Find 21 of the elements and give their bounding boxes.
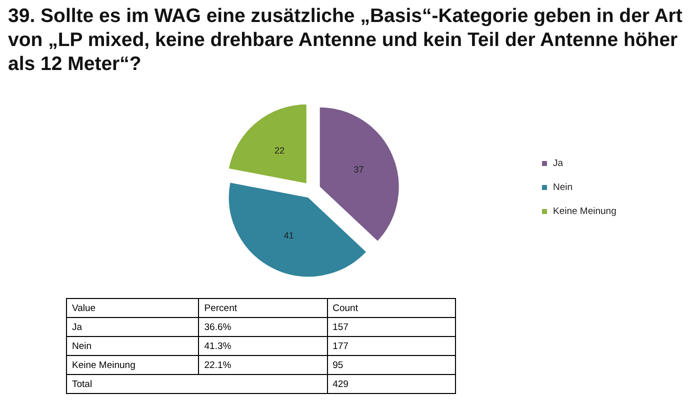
legend-label: Keine Meinung bbox=[553, 206, 616, 217]
text: Percent bbox=[198, 298, 328, 318]
text: Total bbox=[66, 374, 328, 394]
legend-label: Ja bbox=[553, 158, 564, 169]
text: Keine Meinung bbox=[66, 356, 199, 374]
data-label: 41 bbox=[284, 230, 294, 240]
text: Nein bbox=[66, 336, 199, 356]
data-label: 37 bbox=[354, 164, 364, 175]
text: Ja bbox=[66, 318, 199, 336]
text: 177 bbox=[327, 336, 456, 356]
data-label: 22 bbox=[274, 146, 284, 156]
text: Value bbox=[66, 298, 199, 318]
text: 36.6% bbox=[198, 318, 328, 336]
text: 429 bbox=[327, 374, 456, 394]
legend-label: Nein bbox=[553, 182, 573, 193]
text: 22.1% bbox=[198, 356, 328, 374]
text: 41.3% bbox=[198, 336, 328, 356]
chart-title: 39. Sollte es im WAG eine zusätzliche „Basis“-Kategorie geben in der Art von „LP mixed, keine drehbare Antenne und kein Teil der Antenne höher als 12 Meter“? bbox=[8, 4, 684, 76]
text: 157 bbox=[327, 318, 456, 336]
text: 95 bbox=[327, 356, 456, 374]
text: Count bbox=[327, 298, 456, 318]
